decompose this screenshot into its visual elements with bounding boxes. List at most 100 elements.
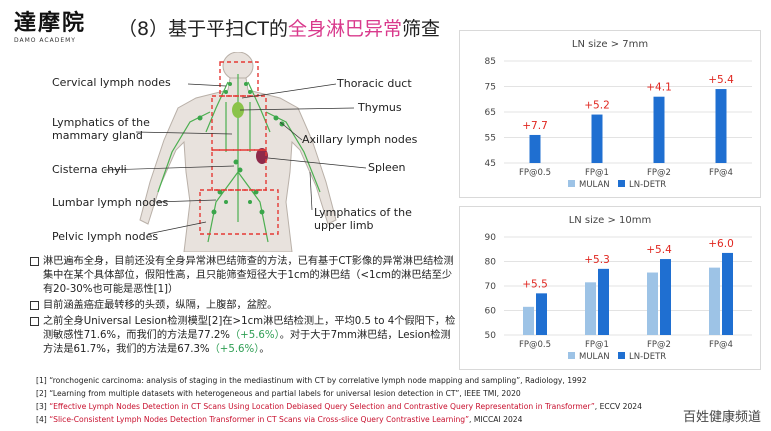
bar-mulan <box>523 306 534 335</box>
gain-label: +4.1 <box>646 82 672 94</box>
label-cisterna-chyli: Cisterna chyli <box>52 163 127 176</box>
x-tick-label: FP@1 <box>585 168 609 178</box>
label-upper-limb-lymphatics: Lymphatics of the upper limb <box>314 206 412 232</box>
legend-swatch-mulan <box>568 352 575 359</box>
x-tick-label: FP@1 <box>585 340 609 350</box>
reference-item: [3] “Effective Lymph Nodes Detection in … <box>36 400 756 413</box>
bullet-text-a: 之前全身Universal Lesion检测模型[2]在>1cm淋巴结检测上，平… <box>43 316 456 341</box>
logo-subtext: DAMO ACADEMY <box>14 37 76 44</box>
bar-mulan <box>709 267 720 335</box>
bullet-item: 淋巴遍布全身，目前还没有全身异常淋巴结筛查的方法，已有基于CT影像的异常淋巴结检… <box>30 255 460 297</box>
label-axillary-lymph-nodes: Axillary lymph nodes <box>302 133 418 146</box>
x-tick-label: FP@4 <box>709 168 733 178</box>
reference-item: [4] “Slice-Consistent Lymph Nodes Detect… <box>36 413 756 426</box>
y-tick-label: 50 <box>485 331 497 341</box>
reference-number: [1] <box>36 376 47 385</box>
legend-label-mulan: MULAN <box>579 352 610 362</box>
label-spleen: Spleen <box>368 161 406 174</box>
chart-title: LN size > 10mm <box>569 215 652 226</box>
reference-number: [3] <box>36 402 47 411</box>
x-tick-label: FP@4 <box>709 340 733 350</box>
logo-text: 達摩院 <box>14 10 87 36</box>
reference-venue: , MICCAI 2024 <box>469 415 523 424</box>
reference-venue: , ECCV 2024 <box>594 402 642 411</box>
title-suffix: 筛查 <box>401 18 440 40</box>
gain-label: +5.4 <box>646 244 672 256</box>
bullet-item: 目前涵盖癌症最转移的头颈，纵隔，上腹部，盆腔。 <box>30 299 460 313</box>
watermark: 百姓健康频道 <box>682 410 761 425</box>
bar-ln-detr <box>598 268 609 335</box>
gain-label: +5.3 <box>584 254 610 266</box>
logo: 達摩院 DAMO ACADEMY <box>14 10 98 44</box>
gain-label: +5.2 <box>584 100 610 112</box>
bar-ln-detr <box>660 259 671 335</box>
reference-text: “ronchogenic carcinoma: analysis of stag… <box>49 376 587 385</box>
reference-title: “Slice-Consistent Lymph Nodes Detection … <box>49 415 470 424</box>
label-cervical-lymph-nodes: Cervical lymph nodes <box>52 76 171 89</box>
y-tick-label: 55 <box>485 134 496 144</box>
bar-mulan <box>647 272 658 335</box>
checkbox-bullet-icon <box>30 301 39 310</box>
checkbox-bullet-icon <box>30 257 39 266</box>
y-tick-label: 65 <box>485 108 496 118</box>
x-tick-label: FP@2 <box>647 168 671 178</box>
reference-text: “Learning from multiple datasets with he… <box>49 389 521 398</box>
x-tick-label: FP@0.5 <box>519 168 551 178</box>
reference-item: [2] “Learning from multiple datasets wit… <box>36 387 756 400</box>
bullet-text-c: 。 <box>259 344 270 355</box>
bar-ln-detr <box>591 114 603 163</box>
chart-ln-10mm: LN size > 10mm 50 60 70 80 90 FP@0.5 +5.5 FP@1 +5… <box>459 206 761 370</box>
bar-ln-detr <box>536 293 547 335</box>
reference-number: [4] <box>36 415 47 424</box>
reference-item: [1] “ronchogenic carcinoma: analysis of … <box>36 374 756 387</box>
slide-title: （8）基于平扫CT的全身淋巴异常筛查 <box>118 14 440 41</box>
label-mammary-lymphatics: Lymphatics of the mammary gland <box>52 116 150 142</box>
y-tick-label: 85 <box>485 57 496 67</box>
label-pelvic-lymph-nodes: Pelvic lymph nodes <box>52 230 159 243</box>
label-thymus: Thymus <box>358 101 402 114</box>
legend-swatch-lndetr <box>618 180 625 187</box>
x-tick-label: FP@2 <box>647 340 671 350</box>
gain-label: +5.5 <box>522 278 548 290</box>
references: [1] “ronchogenic carcinoma: analysis of … <box>36 374 756 426</box>
y-tick-label: 75 <box>485 83 496 93</box>
bullet-text: 淋巴遍布全身，目前还没有全身异常淋巴结筛查的方法，已有基于CT影像的异常淋巴结检… <box>43 256 454 295</box>
legend-label-mulan: MULAN <box>579 180 610 190</box>
y-tick-label: 70 <box>485 282 497 292</box>
bar-chart-ln-7mm: LN size > 7mm 45 55 65 75 85 FP@0.5 +7.7 FP@1 +5.… <box>485 39 752 190</box>
gain-label: +6.0 <box>708 238 734 250</box>
gain-label: +5.4 <box>708 74 734 86</box>
legend-swatch-mulan <box>568 180 575 187</box>
checkbox-bullet-icon <box>30 317 39 326</box>
y-tick-label: 60 <box>485 307 497 317</box>
bullet-text: 目前涵盖癌症最转移的头颈，纵隔，上腹部，盆腔。 <box>43 300 278 311</box>
label-lumbar-lymph-nodes: Lumbar lymph nodes <box>52 196 169 209</box>
lymph-anatomy-figure: Cervical lymph nodes Lymphatics of the m… <box>40 51 420 253</box>
gain-highlight: （+5.6%） <box>229 330 280 341</box>
gain-highlight: （+5.6%） <box>209 344 260 355</box>
legend-label-lndetr: LN-DETR <box>629 352 666 362</box>
gain-label: +7.7 <box>522 120 548 132</box>
title-prefix: （8）基于平扫CT的 <box>118 18 288 40</box>
title-highlight: 全身淋巴异常 <box>287 18 402 40</box>
bar-mulan <box>585 282 596 335</box>
label-thoracic-duct: Thoracic duct <box>337 77 412 90</box>
bullet-list: 淋巴遍布全身，目前还没有全身异常淋巴结筛查的方法，已有基于CT影像的异常淋巴结检… <box>30 255 460 359</box>
legend-swatch-lndetr <box>618 352 625 359</box>
reference-number: [2] <box>36 389 47 398</box>
bar-ln-detr <box>722 252 733 335</box>
bar-ln-detr <box>715 89 727 163</box>
y-tick-label: 80 <box>485 258 497 268</box>
chart-title: LN size > 7mm <box>572 39 648 50</box>
legend-label-lndetr: LN-DETR <box>629 180 666 190</box>
bar-ln-detr <box>529 134 541 163</box>
y-tick-label: 90 <box>485 233 497 243</box>
bullet-text-b: 。对于大于7mm淋巴结，Lesion检测方法是61.7%，我们的方法是67.3% <box>43 330 451 355</box>
bar-chart-ln-10mm: LN size > 10mm 50 60 70 80 90 FP@0.5 +5.5 FP@1 +5… <box>485 215 752 362</box>
chart-ln-7mm: LN size > 7mm 45 55 65 75 85 FP@0.5 +7.7 FP@1 +5.… <box>459 30 761 198</box>
bullet-item: 之前全身Universal Lesion检测模型[2]在>1cm淋巴结检测上，平… <box>30 315 460 357</box>
x-tick-label: FP@0.5 <box>519 340 551 350</box>
y-tick-label: 45 <box>485 159 496 169</box>
bar-ln-detr <box>653 96 665 163</box>
reference-title: “Effective Lymph Nodes Detection in CT S… <box>49 402 595 411</box>
